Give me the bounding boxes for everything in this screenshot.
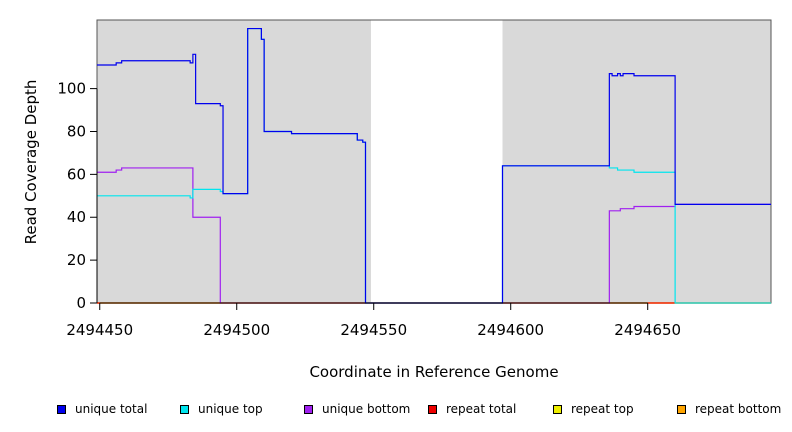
coverage-chart: 0 20 40 60 80 100 2494450 2494500 2494550 2494600… bbox=[22, 19, 772, 381]
legend-swatch bbox=[57, 404, 66, 414]
legend-swatch bbox=[180, 404, 189, 414]
shaded-region-0 bbox=[97, 20, 371, 303]
legend-item-repeat-top: repeat top bbox=[553, 400, 634, 418]
legend-label: unique top bbox=[198, 402, 263, 416]
y-tick-label: 20 bbox=[67, 251, 86, 269]
y-tick-label: 0 bbox=[76, 294, 86, 312]
legend-label: unique total bbox=[75, 402, 148, 416]
legend-swatch bbox=[553, 404, 562, 414]
y-tick-label: 100 bbox=[57, 80, 86, 98]
x-axis-label: Coordinate in Reference Genome bbox=[309, 363, 558, 381]
legend-item-unique-top: unique top bbox=[180, 400, 263, 418]
legend-swatch bbox=[428, 404, 437, 414]
y-axis-label: Read Coverage Depth bbox=[22, 80, 40, 245]
legend-item-unique-total: unique total bbox=[57, 400, 147, 418]
y-tick-label: 80 bbox=[67, 122, 86, 140]
shaded-region-1 bbox=[502, 20, 771, 303]
series-line-unique-total bbox=[97, 27, 771, 304]
legend-label: repeat total bbox=[446, 402, 517, 416]
x-tick-label: 2494650 bbox=[614, 321, 681, 339]
legend-label: repeat bottom bbox=[695, 402, 782, 416]
legend: unique total unique top unique bottom repea… bbox=[0, 400, 792, 418]
legend-item-repeat-bottom: repeat bottom bbox=[677, 400, 781, 418]
legend-item-unique-bottom: unique bottom bbox=[304, 400, 410, 418]
legend-swatch bbox=[677, 404, 686, 414]
x-tick-label: 2494500 bbox=[203, 321, 270, 339]
legend-item-repeat-total: repeat total bbox=[428, 400, 516, 418]
y-tick-label: 40 bbox=[67, 208, 86, 226]
legend-label: repeat top bbox=[571, 402, 634, 416]
axes: 0 20 40 60 80 100 2494450 2494500 2494550 2494600… bbox=[57, 80, 681, 339]
legend-label: unique bottom bbox=[322, 402, 411, 416]
shaded-regions bbox=[97, 20, 771, 303]
legend-swatch bbox=[304, 404, 313, 414]
y-tick-label: 60 bbox=[67, 165, 86, 183]
x-tick-label: 2494600 bbox=[477, 321, 544, 339]
x-tick-label: 2494550 bbox=[340, 321, 407, 339]
x-tick-label: 2494450 bbox=[66, 321, 133, 339]
